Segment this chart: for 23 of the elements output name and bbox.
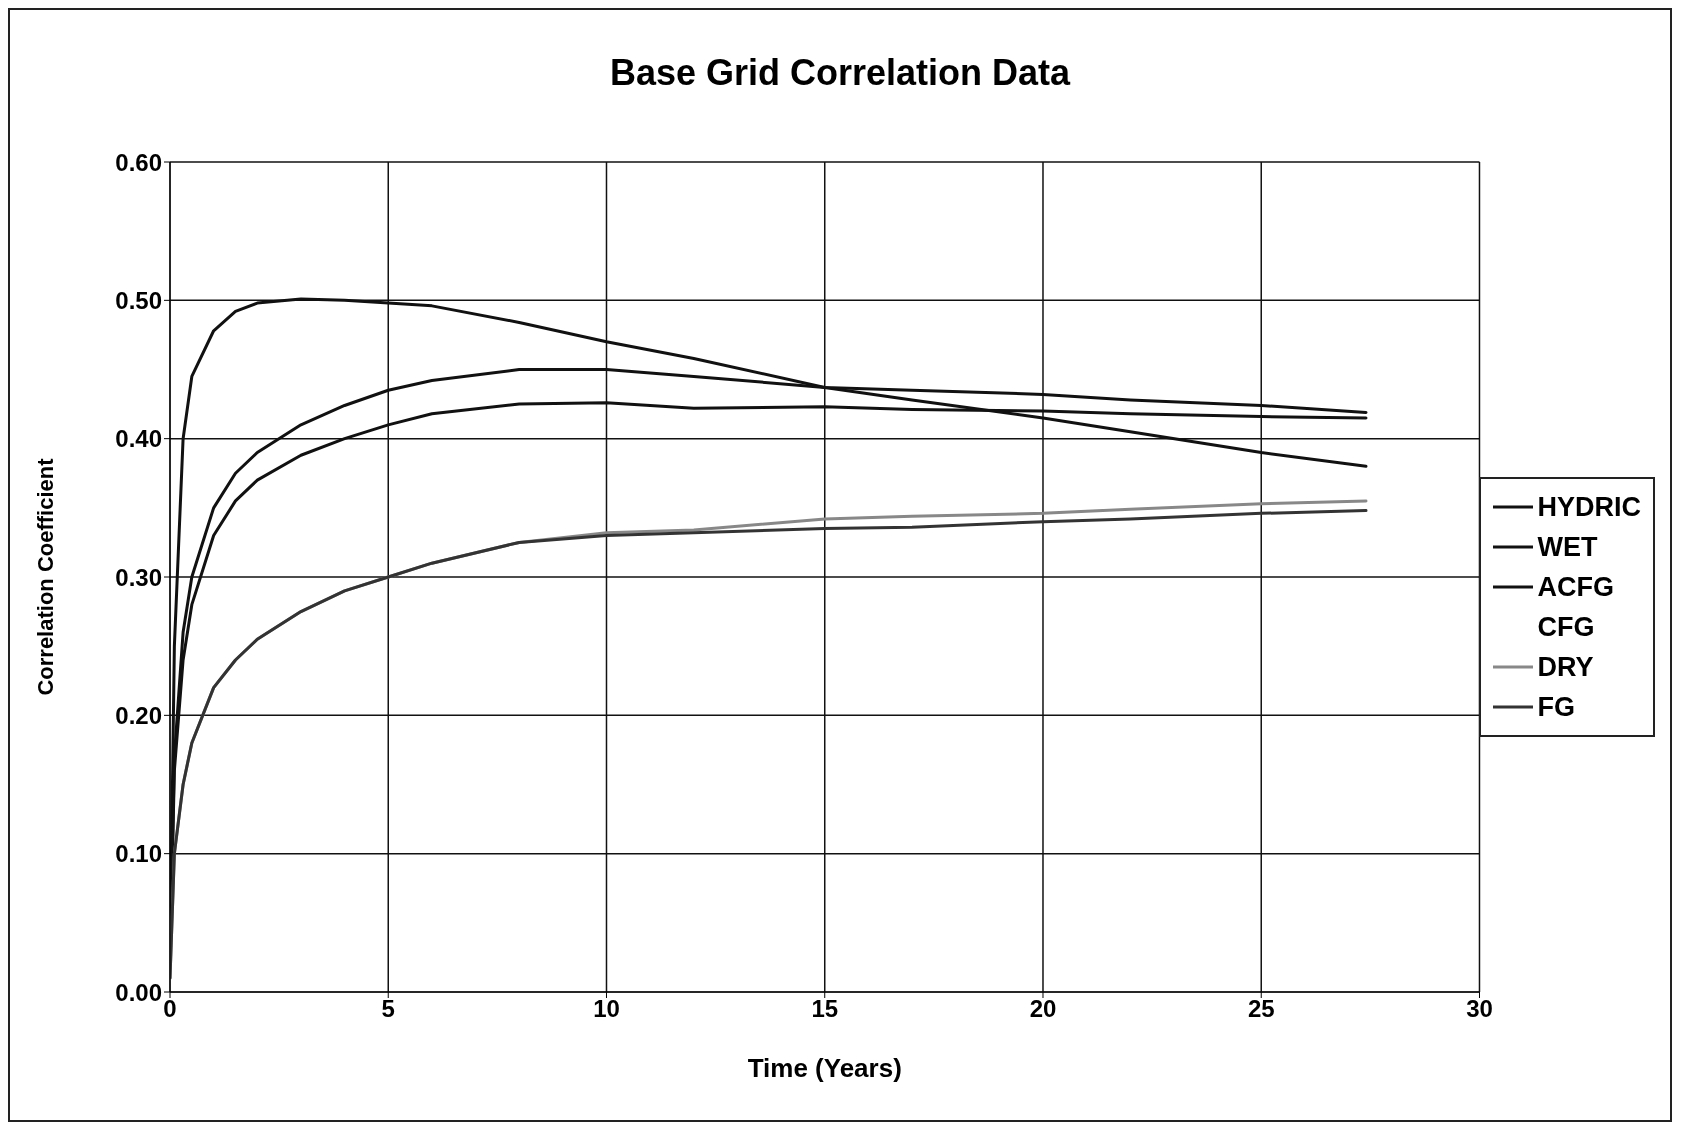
legend-label: WET [1537,531,1598,563]
y-tick-label: 0.50 [115,286,162,314]
x-tick-label: 30 [1466,995,1493,1023]
y-axis-title: Correlation Coefficient [32,457,58,696]
y-tick-label: 0.10 [115,840,162,868]
x-tick-label: 5 [381,995,395,1023]
legend-label: HYDRIC [1537,491,1641,523]
x-tick-label: 10 [593,995,620,1023]
y-tick-label: 0.40 [115,425,162,453]
x-tick-label: 20 [1029,995,1057,1023]
legend-label: ACFG [1537,571,1614,603]
chart-title: Base Grid Correlation Data [608,52,1072,95]
y-tick-label: 0.30 [115,563,162,591]
y-tick-label: 0.60 [115,148,162,176]
x-axis-title: Time (Years) [747,1053,902,1083]
y-tick-label: 0.00 [115,978,162,1006]
text: CFG [1537,611,1595,643]
x-tick-label: 15 [811,995,839,1023]
legend-label: DRY [1537,651,1594,683]
y-tick-label: 0.20 [115,701,162,729]
x-tick-label: 0 [163,995,177,1023]
x-tick-label: 25 [1247,995,1275,1023]
legend-label: FG [1537,691,1575,723]
